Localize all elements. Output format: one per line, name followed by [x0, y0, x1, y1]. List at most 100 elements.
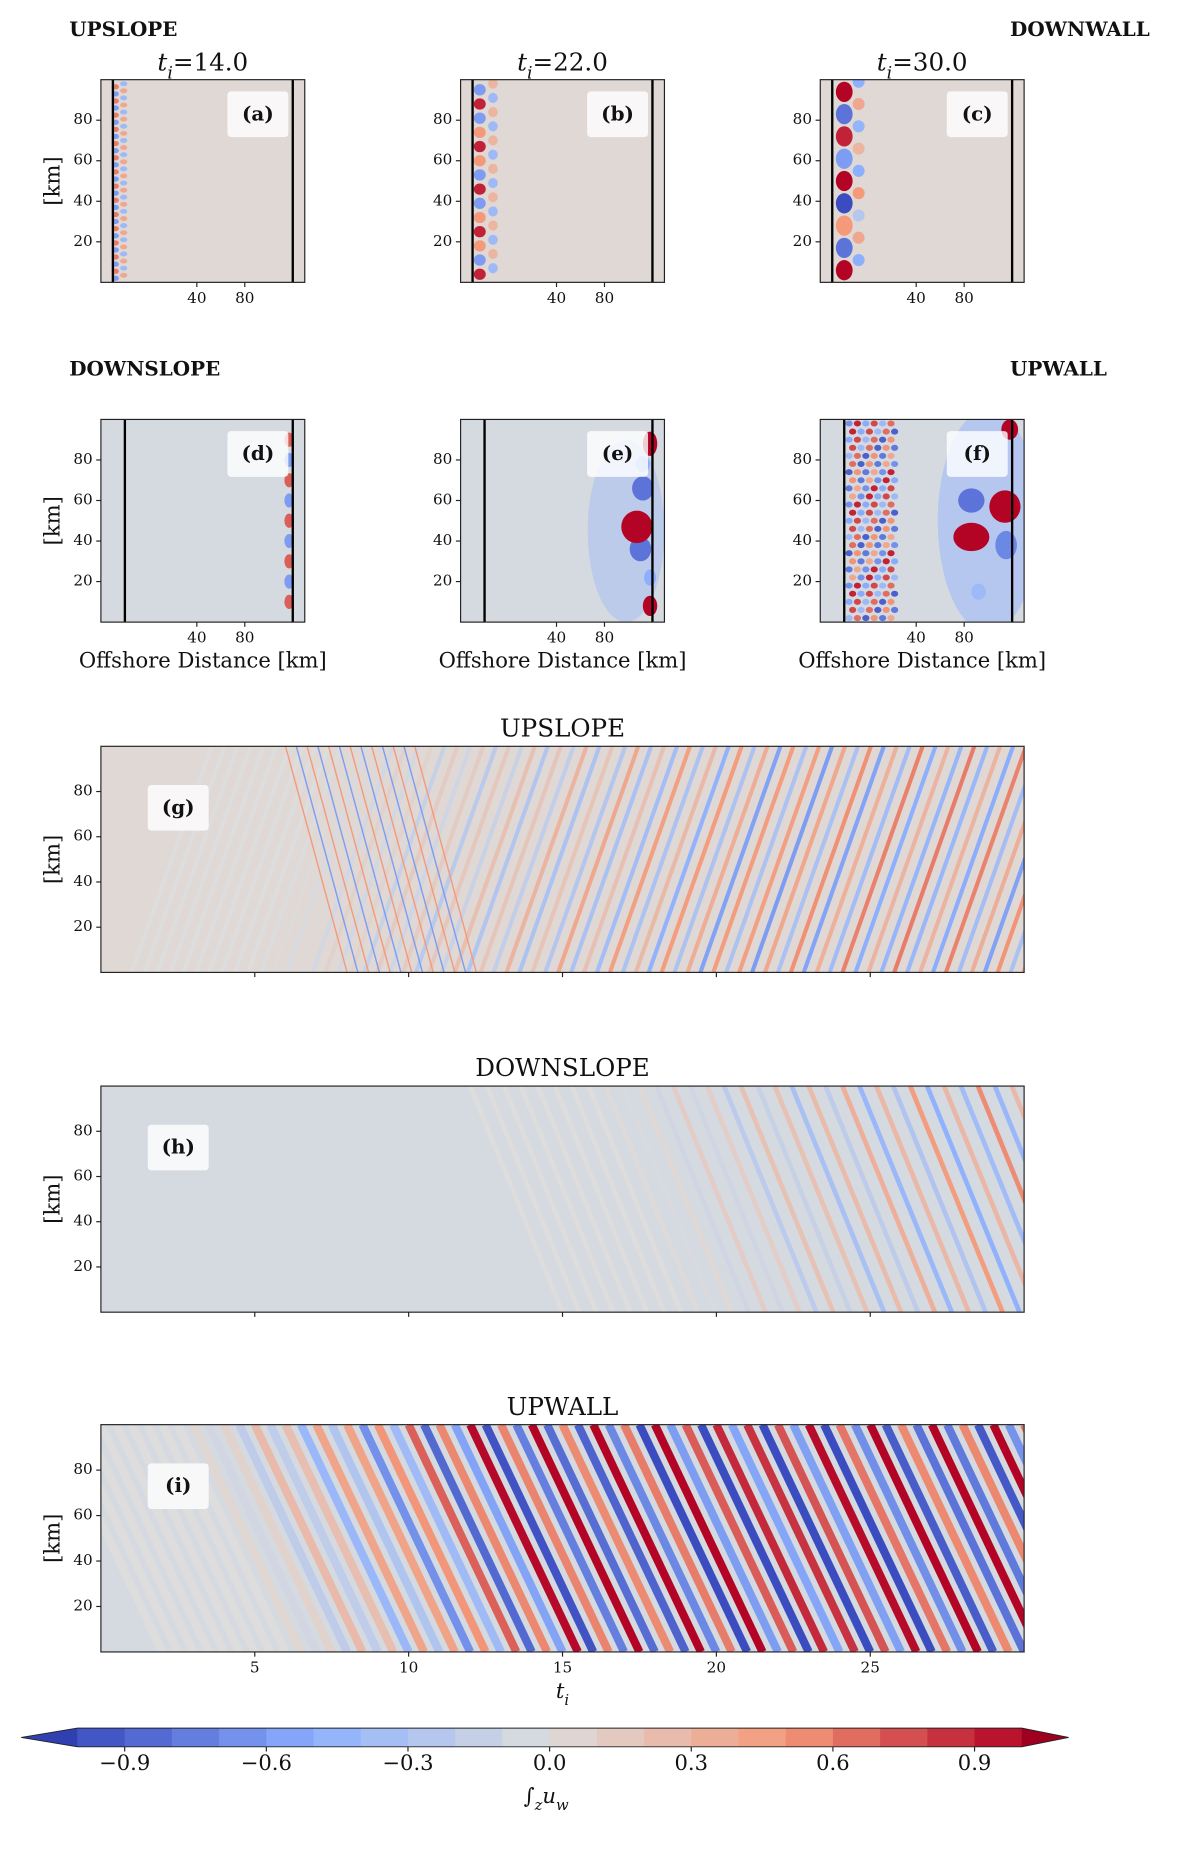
field-stripe	[155, 746, 240, 973]
field-stripe	[343, 1424, 459, 1652]
field-stripe	[881, 1424, 998, 1652]
field-blob	[845, 485, 853, 492]
field-blob	[120, 145, 128, 150]
colorbar-frame	[21, 1727, 1069, 1748]
colorbar-extend	[21, 1728, 78, 1747]
field-blob	[845, 469, 853, 476]
y-tick-label: 80	[73, 110, 92, 128]
field-stripe	[1036, 746, 1116, 972]
field-blob	[857, 606, 865, 613]
field-stripe	[721, 1086, 819, 1313]
y-tick-label: 60	[73, 151, 92, 169]
x-axis-label-part: t	[556, 1677, 565, 1702]
field-blob	[887, 469, 895, 476]
field-blob	[887, 550, 895, 557]
field-blob	[488, 121, 498, 132]
field-blob	[473, 197, 486, 209]
x-tick-label: 25	[861, 1658, 880, 1676]
field-stripe	[100, 1512, 167, 1652]
field-blob	[852, 97, 865, 111]
field-blob	[857, 477, 865, 484]
field-blob	[862, 420, 870, 427]
field-stripe	[743, 1424, 859, 1652]
field-stripe	[956, 781, 1025, 973]
field-blob	[857, 444, 865, 451]
field-stripe	[604, 1424, 721, 1652]
field-stripe	[1062, 746, 1142, 972]
colorbar-bin	[407, 1728, 456, 1747]
panel-title-part: i	[167, 63, 173, 83]
field-blob	[879, 469, 887, 476]
field-stripe	[194, 746, 279, 973]
field-blob	[488, 79, 498, 89]
colorbar-bin	[549, 1728, 598, 1747]
field-blob	[849, 460, 857, 468]
field-blob	[865, 444, 874, 451]
field-blob	[853, 615, 862, 622]
field-stripe	[297, 1424, 413, 1652]
panel-label-box	[147, 784, 209, 831]
field-blob	[862, 452, 870, 459]
field-blob	[849, 558, 857, 565]
field-blob	[879, 598, 887, 605]
field-blob	[874, 542, 882, 549]
colorbar-tick-label: 0.6	[816, 1750, 850, 1775]
field-blob	[853, 436, 862, 443]
field-blob	[120, 173, 128, 179]
field-blob	[853, 485, 862, 492]
field-blob	[865, 542, 874, 549]
field-blob	[852, 253, 865, 267]
field-blob	[284, 594, 294, 609]
y-tick-label: 20	[73, 917, 92, 935]
field-blob	[989, 490, 1021, 523]
panel-label: (a)	[242, 101, 274, 125]
field-stripe	[969, 818, 1025, 973]
field-blob	[887, 615, 895, 622]
field-blob	[874, 525, 882, 532]
field-blob	[891, 606, 899, 613]
panel-label-box	[147, 1124, 209, 1171]
field-stripe	[789, 1424, 905, 1652]
field-stripe	[801, 746, 886, 973]
field-blob	[857, 525, 865, 532]
field-stripe	[478, 746, 563, 973]
field-blob	[879, 582, 887, 589]
heatmap-field	[100, 1086, 1025, 1313]
field-blob	[488, 163, 498, 174]
panel-title-part: i	[887, 63, 893, 83]
field-stripe	[427, 746, 511, 973]
colorbar-bin	[360, 1728, 409, 1747]
field-stripe	[958, 1424, 1025, 1565]
field-stripe	[266, 1424, 382, 1652]
field-stripe	[941, 1086, 1025, 1289]
field-stripe	[306, 746, 370, 973]
field-blob	[120, 230, 128, 236]
field-stripe	[1127, 746, 1200, 972]
field-blob	[882, 606, 890, 613]
colorbar-bin	[124, 1728, 173, 1747]
field-stripe	[789, 1086, 887, 1313]
field-blob	[120, 138, 128, 143]
field-blob	[882, 558, 890, 565]
field-stripe	[633, 746, 718, 973]
field-stripe	[189, 1424, 305, 1652]
field-blob	[874, 444, 882, 451]
field-stripe	[235, 1424, 351, 1652]
y-axis-label: [km]	[40, 156, 65, 205]
field-stripe	[835, 1424, 951, 1652]
field-blob	[874, 606, 882, 613]
field-blob	[835, 81, 853, 102]
heatmap-field	[100, 1424, 1025, 1652]
field-blob	[995, 530, 1017, 560]
field-blob	[849, 509, 857, 516]
field-blob	[865, 493, 874, 500]
field-stripe	[127, 1424, 244, 1652]
panel-label-box	[587, 431, 649, 477]
colorbar-label: ∫zuw	[524, 1783, 569, 1814]
colorbar-label-part: u	[542, 1783, 556, 1808]
field-stripe	[931, 746, 1015, 973]
field-stripe	[491, 746, 576, 973]
field-stripe	[897, 1424, 1013, 1652]
field-blob	[853, 582, 862, 589]
